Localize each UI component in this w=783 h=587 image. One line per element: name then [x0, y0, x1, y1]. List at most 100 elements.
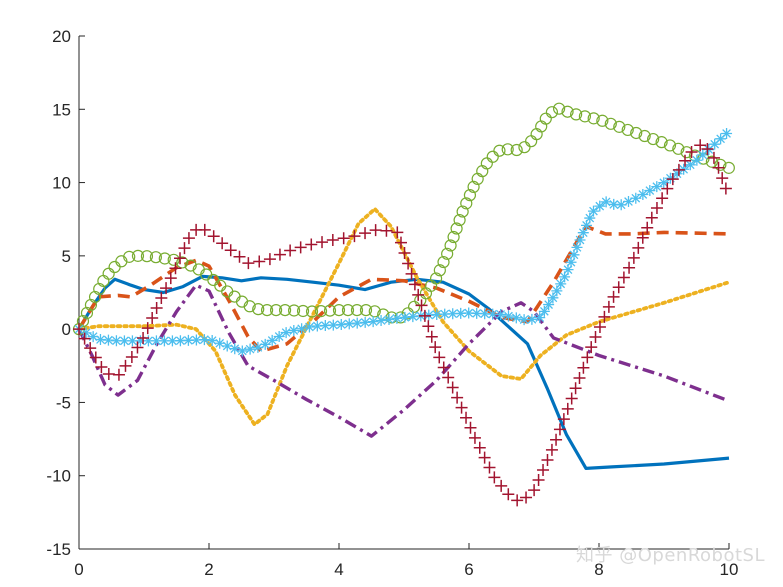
- asterisk-marker: [691, 154, 703, 166]
- plus-marker: [415, 299, 428, 312]
- circle-marker: [545, 106, 559, 119]
- circle-marker: [467, 180, 480, 193]
- asterisk-marker: [206, 335, 218, 347]
- circle-marker: [176, 256, 189, 269]
- circle-marker: [647, 132, 660, 146]
- asterisk-marker: [94, 334, 106, 346]
- plus-marker: [589, 331, 602, 344]
- plus-marker: [207, 230, 220, 243]
- series-4: [77, 283, 730, 438]
- circle-marker: [578, 110, 592, 123]
- circle-marker: [486, 150, 499, 163]
- x-tick-label: 2: [204, 560, 213, 579]
- plus-marker: [694, 139, 707, 152]
- asterisk-marker: [134, 335, 146, 347]
- plus-marker: [146, 312, 159, 325]
- plus-marker: [623, 261, 636, 274]
- asterisk-marker: [319, 320, 331, 332]
- plus-marker: [174, 252, 187, 265]
- plus-marker: [402, 257, 415, 270]
- circle-marker: [638, 129, 651, 143]
- circle-marker: [493, 144, 506, 157]
- plus-marker: [233, 250, 246, 263]
- circle-marker: [332, 303, 346, 317]
- asterisk-marker: [288, 325, 300, 337]
- circle-marker: [80, 306, 94, 320]
- asterisk-marker: [399, 311, 411, 323]
- asterisk-marker: [555, 278, 567, 290]
- plus-marker: [672, 163, 685, 176]
- plus-marker: [701, 142, 714, 155]
- asterisk-marker: [229, 343, 241, 355]
- circle-marker: [463, 189, 477, 202]
- plus-marker: [418, 309, 431, 322]
- asterisk-marker: [244, 343, 256, 355]
- asterisk-marker: [166, 335, 178, 347]
- circle-marker: [441, 247, 454, 260]
- asterisk-marker: [608, 198, 620, 210]
- series-1: [77, 274, 730, 470]
- circle-marker: [604, 117, 617, 130]
- plus-marker: [553, 423, 566, 436]
- plus-marker: [422, 320, 435, 333]
- asterisk-marker: [615, 199, 627, 211]
- plus-marker: [405, 267, 418, 280]
- circle-marker: [525, 135, 538, 148]
- plus-marker: [398, 247, 411, 260]
- plus-marker: [641, 221, 654, 234]
- plus-marker: [150, 301, 163, 314]
- plus-marker: [561, 402, 574, 415]
- asterisk-marker: [568, 249, 580, 261]
- circle-marker: [456, 205, 469, 218]
- asterisk-marker: [447, 308, 459, 320]
- plus-marker: [253, 255, 266, 268]
- circle-marker: [158, 252, 171, 265]
- circle-marker: [131, 249, 145, 262]
- plus-marker: [169, 262, 182, 275]
- asterisk-marker: [383, 313, 395, 325]
- circle-marker: [570, 108, 583, 121]
- asterisk-marker: [502, 310, 514, 322]
- plus-marker: [573, 371, 586, 384]
- plus-marker: [627, 251, 640, 264]
- plus-marker: [73, 323, 85, 336]
- plus-marker: [112, 368, 125, 381]
- circle-marker: [433, 264, 446, 277]
- asterisk-marker: [174, 335, 186, 347]
- asterisk-marker: [651, 181, 663, 193]
- asterisk-marker: [182, 334, 194, 346]
- plus-marker: [294, 241, 307, 254]
- plus-marker: [442, 371, 455, 384]
- plus-marker: [537, 464, 550, 477]
- plus-marker: [160, 282, 173, 295]
- plus-marker: [451, 391, 464, 404]
- plus-marker: [394, 236, 407, 249]
- circle-marker: [123, 250, 136, 263]
- asterisk-marker: [391, 312, 403, 324]
- circle-marker: [287, 304, 301, 317]
- plus-marker: [273, 248, 286, 261]
- plus-marker: [569, 382, 582, 395]
- circle-marker: [501, 143, 514, 156]
- asterisk-marker: [221, 340, 233, 352]
- asterisk-marker: [581, 219, 593, 231]
- asterisk-marker: [715, 133, 727, 145]
- asterisk-marker: [538, 305, 550, 317]
- circle-marker: [447, 230, 460, 244]
- plus-marker: [242, 257, 255, 270]
- plus-marker: [125, 350, 138, 363]
- circle-marker: [450, 222, 463, 235]
- y-tick-label: 15: [52, 100, 71, 119]
- plus-marker: [468, 431, 481, 444]
- plus-marker: [78, 332, 91, 345]
- plus-marker: [460, 411, 473, 424]
- asterisk-marker: [118, 335, 130, 347]
- plus-marker: [495, 479, 508, 492]
- circle-marker: [453, 213, 466, 227]
- plus-marker: [433, 351, 446, 364]
- asterisk-marker: [622, 196, 634, 208]
- plus-marker: [141, 322, 154, 335]
- plus-marker: [198, 223, 211, 236]
- asterisk-marker: [664, 172, 676, 184]
- plus-marker: [284, 244, 297, 257]
